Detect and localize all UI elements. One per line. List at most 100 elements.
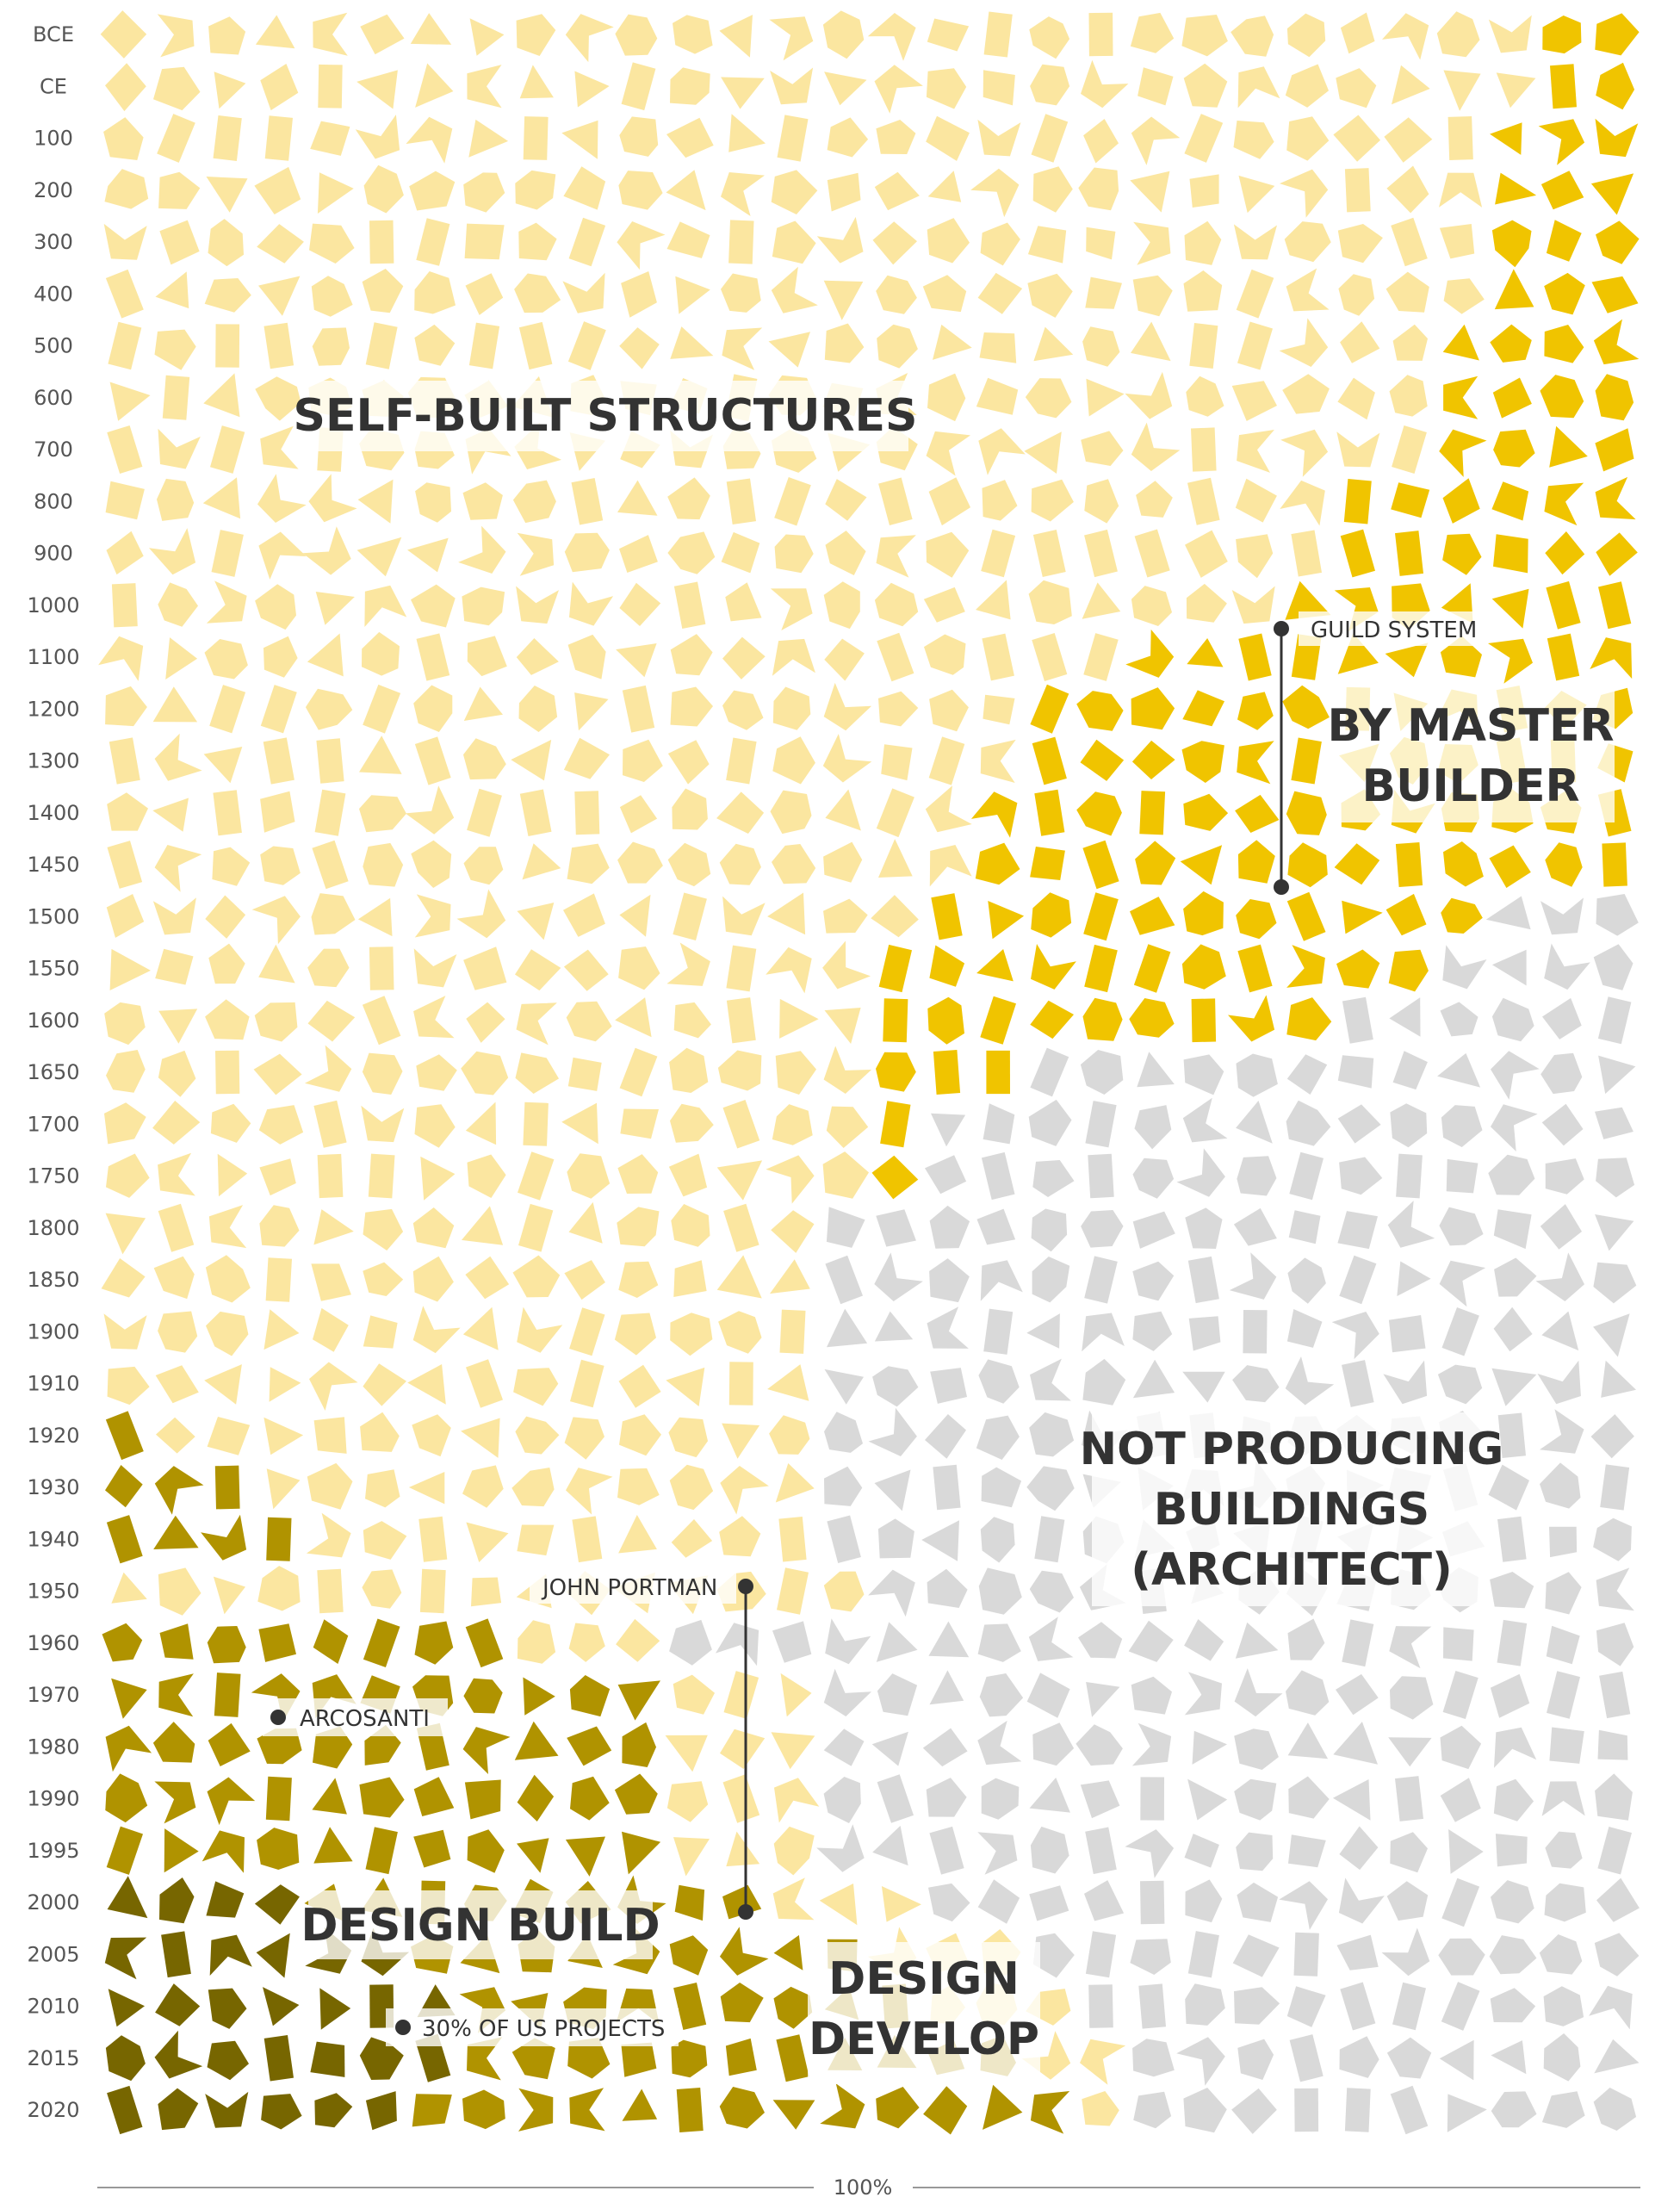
mosaic-cell-self-built xyxy=(1338,274,1375,316)
mosaic-cell-architect xyxy=(1397,1261,1431,1296)
mosaic-cell-self-built xyxy=(619,894,651,937)
mosaic-cell-self-built xyxy=(1286,13,1326,58)
mosaic-cell-architect xyxy=(1286,1309,1323,1348)
mosaic-cell-master-builder xyxy=(878,944,912,993)
mosaic-cell-architect xyxy=(1437,1052,1481,1088)
mosaic-cell-design-develop xyxy=(105,2035,146,2082)
mosaic-cell-self-built xyxy=(255,15,295,49)
annotation-guild-system: GUILD SYSTEM xyxy=(1274,611,1488,895)
mosaic-cell-self-built xyxy=(619,1047,658,1097)
mosaic-cell-self-built xyxy=(670,686,713,727)
svg-text:BUILDINGS: BUILDINGS xyxy=(1154,1484,1430,1536)
mosaic-cell-design-build xyxy=(923,2086,968,2135)
mosaic-cell-self-built xyxy=(726,737,757,785)
mosaic-cell-architect xyxy=(1540,1204,1582,1250)
mosaic-cell-self-built xyxy=(311,893,356,935)
mosaic-cell-architect xyxy=(1032,1160,1075,1197)
mosaic-cell-self-built xyxy=(876,120,916,154)
mosaic-cell-self-built xyxy=(671,1204,710,1247)
mosaic-cell-master-builder xyxy=(1492,377,1532,419)
mosaic-cell-architect xyxy=(1339,1826,1379,1871)
mosaic-cell-self-built xyxy=(1233,224,1277,260)
mosaic-cell-self-built xyxy=(618,171,663,210)
mosaic-cell-self-built xyxy=(155,271,189,309)
mosaic-cell-self-built xyxy=(109,382,151,421)
mosaic-cell-self-built xyxy=(522,843,561,880)
mosaic-cell-architect xyxy=(1390,1103,1428,1148)
mosaic-cell-design-build xyxy=(1030,2091,1070,2134)
mosaic-cell-self-built xyxy=(111,583,138,628)
mosaic-cell-master-builder xyxy=(1287,842,1328,888)
mosaic-cell-self-built xyxy=(1389,375,1428,417)
mosaic-cell-self-built xyxy=(260,685,297,734)
mosaic-cell-architect xyxy=(1080,1050,1124,1095)
mosaic-cell-master-builder xyxy=(883,998,908,1043)
mosaic-cell-self-built xyxy=(927,373,966,422)
mosaic-cell-architect xyxy=(1287,1722,1329,1759)
mosaic-cell-self-built xyxy=(824,323,865,363)
mosaic-cell-architect xyxy=(1237,1156,1277,1196)
mosaic-cell-self-built xyxy=(772,686,811,730)
mosaic-cell-self-built xyxy=(363,1363,406,1406)
mosaic-cell-architect xyxy=(1491,2040,1527,2075)
mosaic-cell-self-built xyxy=(1284,221,1331,263)
mosaic-cell-master-builder xyxy=(1084,944,1118,993)
mosaic-cell-architect xyxy=(1289,1151,1324,1201)
mosaic-cell-architect xyxy=(1441,1105,1483,1147)
mosaic-cell-self-built xyxy=(315,592,355,625)
mosaic-cell-design-build xyxy=(876,2087,920,2129)
mosaic-cell-self-built xyxy=(158,428,201,469)
mosaic-cell-self-built xyxy=(721,172,765,216)
mosaic-cell-architect xyxy=(1134,1105,1172,1150)
mosaic-cell-master-builder xyxy=(1549,425,1588,468)
mosaic-cell-design-build xyxy=(676,2088,704,2132)
mosaic-cell-architect xyxy=(1088,1153,1114,1199)
mosaic-cell-self-built xyxy=(212,847,251,886)
mosaic-cell-self-built xyxy=(313,1209,354,1245)
mosaic-cell-design-build xyxy=(622,2088,658,2121)
mosaic-cell-self-built xyxy=(770,67,814,105)
mosaic-cell-design-develop xyxy=(155,1983,201,2026)
mosaic-cell-self-built xyxy=(1131,321,1171,362)
mosaic-cell-self-built xyxy=(515,1052,559,1094)
mosaic-cell-self-built xyxy=(770,790,812,835)
y-tick-label: 400 xyxy=(34,282,73,306)
mosaic-cell-architect xyxy=(1546,1625,1580,1665)
mosaic-cell-design-build xyxy=(111,1678,147,1719)
y-tick-label: 1900 xyxy=(27,1319,79,1344)
mosaic-cell-self-built xyxy=(823,581,860,630)
mosaic-cell-design-build xyxy=(719,1927,769,1976)
mosaic-cell-self-built xyxy=(152,797,189,832)
mosaic-cell-architect xyxy=(1132,1359,1175,1399)
mosaic-cell-architect xyxy=(1549,1526,1578,1558)
mosaic-cell-architect xyxy=(1128,1620,1174,1662)
mosaic-cell-self-built xyxy=(823,841,863,883)
mosaic-cell-architect xyxy=(824,1412,863,1453)
mosaic-cell-self-built xyxy=(405,785,455,835)
mosaic-cell-architect xyxy=(816,1824,865,1872)
mosaic-cell-self-built xyxy=(360,14,405,55)
mosaic-cell-self-built xyxy=(515,170,556,210)
mosaic-cell-self-built xyxy=(1448,116,1473,160)
mosaic-cell-architect xyxy=(1597,996,1632,1045)
mosaic-cell-self-built xyxy=(307,948,350,988)
mosaic-cell-architect xyxy=(1441,1982,1480,2031)
mosaic-cell-self-built xyxy=(215,1050,240,1095)
mosaic-cell-architect xyxy=(1497,1516,1527,1562)
mosaic-cell-master-builder xyxy=(876,1052,916,1092)
mosaic-cell-architect xyxy=(1082,1358,1126,1406)
mosaic-cell-self-built xyxy=(258,944,295,984)
mosaic-cell-self-built xyxy=(418,1516,448,1562)
mosaic-cell-self-built xyxy=(827,117,869,158)
mosaic-cell-self-built xyxy=(569,1307,605,1356)
mosaic-cell-self-built xyxy=(318,64,343,109)
mosaic-cell-master-builder xyxy=(1183,793,1229,831)
mosaic-cell-self-built xyxy=(364,585,407,627)
mosaic-cell-design-build xyxy=(365,1827,398,1875)
mosaic-cell-self-built xyxy=(467,636,507,677)
mosaic-cell-architect xyxy=(874,1252,923,1301)
mosaic-cell-design-build xyxy=(208,1722,251,1766)
mosaic-cell-self-built xyxy=(257,1566,301,1611)
mosaic-cell-self-built xyxy=(463,946,507,990)
mosaic-cell-self-built xyxy=(981,529,1016,578)
